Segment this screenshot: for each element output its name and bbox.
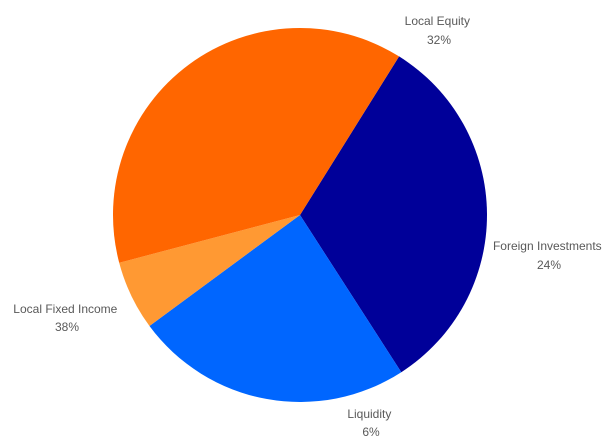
label-local-fixed-income-name: Local Fixed Income — [13, 302, 117, 316]
label-liquidity: Liquidity 6% — [347, 407, 394, 438]
label-foreign-investments-value: 24% — [537, 258, 561, 272]
label-local-fixed-income-value: 38% — [55, 320, 79, 334]
label-local-fixed-income: Local Fixed Income 38% — [13, 302, 120, 334]
label-foreign-investments: Foreign Investments 24% — [493, 239, 605, 272]
label-local-equity: Local Equity 32% — [405, 14, 474, 47]
label-foreign-investments-name: Foreign Investments — [493, 239, 602, 253]
pie-slice-liquidity — [119, 215, 300, 326]
label-liquidity-value: 6% — [362, 425, 380, 438]
label-local-equity-name: Local Equity — [405, 14, 470, 28]
label-liquidity-name: Liquidity — [347, 407, 391, 421]
pie-slices — [112, 28, 487, 403]
pie-slice-local-fixed-income — [112, 28, 400, 263]
label-local-equity-value: 32% — [427, 33, 451, 47]
pie-slice-foreign-investments — [149, 215, 402, 403]
pie-slice-local-equity — [300, 56, 487, 373]
